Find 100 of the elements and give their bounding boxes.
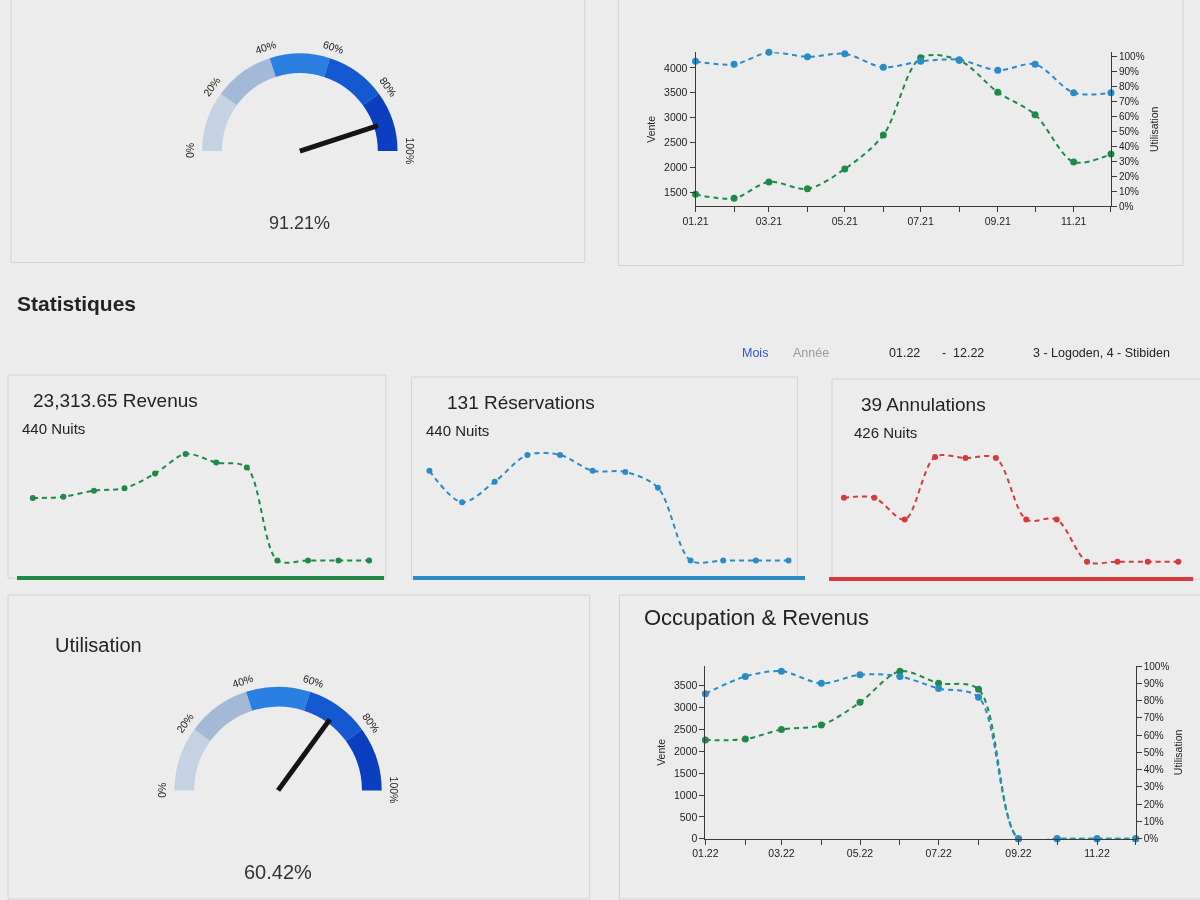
y2-tick-label: 0% — [1143, 833, 1159, 845]
y-tick-label: 1500 — [673, 766, 698, 779]
y2-tick-label: 40% — [1143, 764, 1164, 776]
y2-tick-label: 20% — [1143, 798, 1164, 810]
x-tick-label: 05.22 — [846, 847, 874, 860]
y-tick-label: 2500 — [664, 136, 688, 149]
slice-label: 40% — [230, 671, 255, 690]
y-tick-label: 500 — [679, 810, 698, 823]
point — [994, 66, 1002, 74]
text: Statistiques — [17, 292, 137, 315]
y2-axis-title: Utilisation — [1172, 729, 1185, 776]
x-tick-label: 07.22 — [925, 847, 952, 860]
text: 100% — [388, 776, 401, 804]
y2-tick-label: 80% — [1143, 695, 1164, 707]
y2-tick-label: 70% — [1143, 712, 1164, 724]
y-tick-label: 1000 — [673, 788, 698, 801]
point — [152, 470, 159, 477]
y2-tick-label: 30% — [1143, 781, 1164, 793]
x-tick-label: 05.21 — [831, 214, 859, 227]
point — [896, 672, 904, 680]
point — [841, 165, 849, 173]
y2-tick-label: 70% — [1118, 96, 1140, 108]
point — [730, 194, 738, 202]
chart-title: Occupation & Revenus — [644, 605, 870, 630]
x-tick-label: 03.21 — [755, 214, 783, 227]
y-tick-label: 2000 — [673, 744, 698, 757]
chart-subtitle: 440 Nuits — [426, 422, 490, 439]
point — [879, 63, 887, 71]
point — [654, 484, 661, 491]
point — [366, 557, 373, 564]
point — [29, 494, 36, 501]
point — [992, 455, 999, 462]
chart-subtitle: 426 Nuits — [854, 424, 918, 441]
point — [589, 467, 596, 474]
y-tick-label: 4000 — [664, 61, 688, 74]
text: 01.22 — [889, 346, 921, 360]
point — [687, 557, 694, 564]
chart-title: 39 Annulations — [861, 394, 986, 415]
point — [730, 60, 738, 68]
text: - — [942, 346, 947, 360]
x-tick-label: 01.22 — [692, 847, 719, 860]
y-tick-label: 1500 — [664, 186, 688, 199]
point — [752, 557, 759, 564]
y2-tick-label: 10% — [1118, 185, 1140, 197]
x-tick-label: 03.22 — [768, 847, 795, 860]
x-tick-label: 07.21 — [907, 214, 934, 227]
y-tick-label: 0 — [691, 832, 698, 845]
y-axis-title: Vente — [654, 738, 667, 766]
y-axis-title: Vente — [644, 115, 657, 143]
y-tick-label: 2500 — [673, 723, 698, 736]
slice-label: 0% — [155, 782, 168, 798]
text: 91.21% — [269, 213, 331, 233]
point — [841, 50, 849, 58]
point — [1070, 158, 1078, 166]
y2-tick-label: 50% — [1143, 746, 1164, 758]
point — [1070, 89, 1078, 97]
point — [962, 455, 969, 462]
point — [1053, 516, 1060, 523]
x-tick-label: 11.21 — [1060, 214, 1087, 227]
text: Mois — [742, 346, 769, 360]
slice-label: 0% — [184, 142, 197, 159]
slice-label: 60% — [321, 37, 346, 56]
y2-tick-label: 80% — [1118, 81, 1140, 93]
y2-tick-label: 100% — [1143, 660, 1170, 672]
point — [182, 450, 189, 457]
text: Année — [793, 346, 830, 360]
y2-axis-title: Utilisation — [1147, 106, 1160, 153]
point — [765, 178, 773, 186]
point — [213, 459, 220, 466]
point — [335, 557, 342, 564]
point — [777, 725, 785, 733]
text: 3 - Logoden, 4 - Stibiden — [1033, 346, 1170, 360]
y2-tick-label: 0% — [1118, 200, 1134, 212]
x-tick-label: 11.22 — [1084, 847, 1110, 860]
y2-tick-label: 20% — [1118, 170, 1140, 182]
point — [304, 557, 311, 564]
chart-title: Utilisation — [55, 634, 142, 656]
point — [975, 685, 983, 693]
point — [871, 494, 878, 501]
point — [803, 185, 811, 193]
point — [785, 557, 792, 564]
point — [975, 693, 983, 701]
y2-tick-label: 50% — [1118, 126, 1140, 138]
point — [243, 464, 250, 471]
point — [622, 468, 629, 475]
point — [426, 467, 433, 474]
point — [765, 48, 773, 56]
point — [1175, 558, 1182, 565]
point — [901, 516, 908, 523]
y-tick-label: 3500 — [673, 679, 698, 692]
point — [994, 88, 1002, 96]
point — [840, 494, 847, 501]
point — [720, 557, 727, 564]
slice-label: 40% — [253, 38, 278, 57]
point — [1023, 516, 1030, 523]
point — [274, 557, 281, 564]
point — [121, 485, 128, 492]
x-tick-label: 09.21 — [984, 214, 1012, 227]
point — [524, 451, 531, 458]
chart-title: 131 Réservations — [447, 392, 595, 413]
